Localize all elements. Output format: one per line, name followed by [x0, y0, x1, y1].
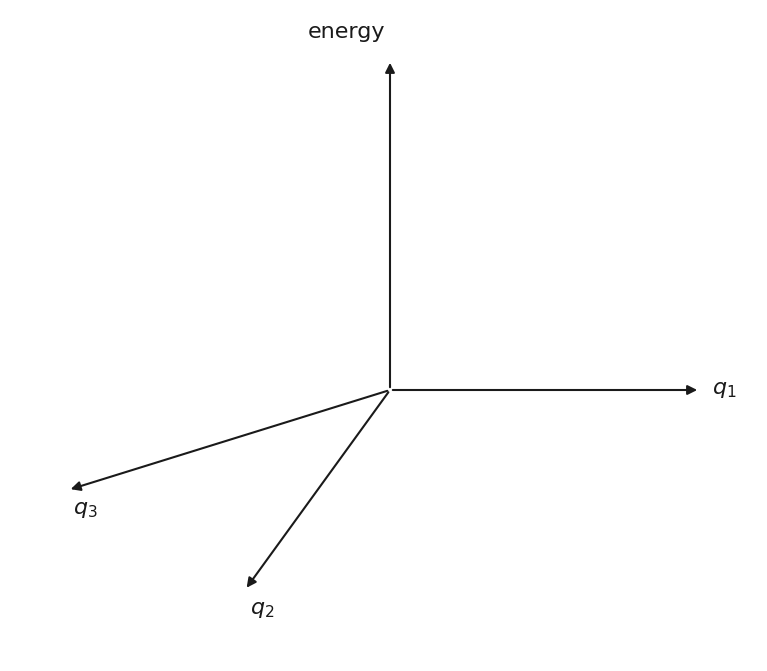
Text: $q_3$: $q_3$	[73, 500, 97, 520]
Text: energy: energy	[308, 22, 385, 42]
Text: $q_2$: $q_2$	[250, 600, 275, 620]
Text: $q_1$: $q_1$	[712, 380, 736, 400]
